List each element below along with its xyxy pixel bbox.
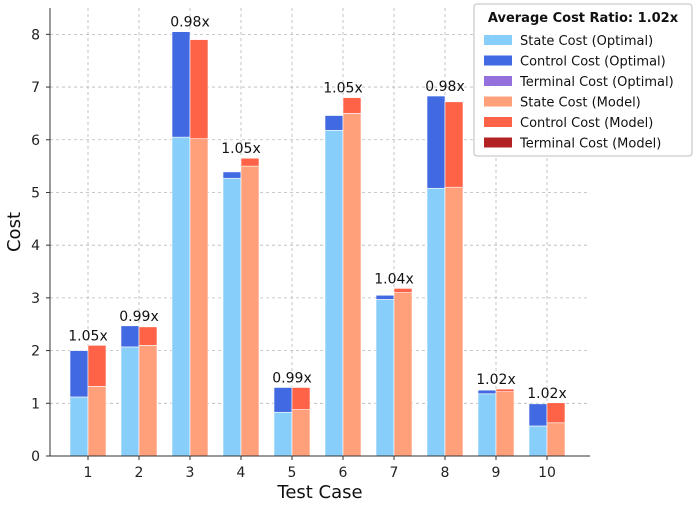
bars — [69, 31, 566, 457]
ratio-label: 1.04x — [374, 271, 413, 287]
y-tick-label: 4 — [31, 238, 40, 254]
bar-segment-optimal-control — [69, 350, 89, 398]
x-tick-label: 5 — [288, 465, 297, 481]
y-tick-label: 0 — [31, 449, 40, 465]
bar-segment-optimal-state — [120, 346, 140, 457]
bar-segment-optimal-control — [222, 171, 242, 179]
x-tick-label: 2 — [135, 465, 144, 481]
ratio-label: 1.05x — [68, 328, 107, 344]
ratio-label: 1.05x — [221, 141, 260, 157]
x-tick-label: 7 — [390, 465, 399, 481]
bar-segment-optimal-control — [375, 294, 395, 300]
bar-segment-optimal-control — [528, 403, 548, 427]
bar-segment-model-control — [87, 345, 107, 387]
x-ticks: 1 2 3 4 5 6 7 8 9 10 — [84, 456, 556, 481]
bar-segment-model-control — [189, 39, 209, 140]
legend-title: Average Cost Ratio: 1.02x — [488, 11, 679, 26]
bar-segment-optimal-control — [477, 389, 497, 395]
y-tick-label: 8 — [31, 27, 40, 43]
bar-segment-model-state — [546, 422, 566, 457]
legend-swatch — [484, 76, 512, 86]
bar-segment-model-state — [342, 113, 362, 457]
ratio-label: 0.99x — [119, 309, 158, 325]
bar-segment-optimal-state — [375, 299, 395, 457]
bar-segment-model-control — [138, 326, 158, 346]
bar-segment-model-state — [240, 165, 260, 457]
x-tick-label: 8 — [441, 465, 450, 481]
ratio-labels: 1.05x 0.99x 0.98x 1.05x 0.99x 1.05x 1.04x 0.98x… — [68, 15, 566, 402]
bar-segment-model-state — [393, 292, 413, 457]
x-tick-label: 9 — [492, 465, 501, 481]
bar-segment-optimal-control — [324, 115, 344, 131]
legend-swatch — [484, 35, 512, 45]
legend-swatch — [484, 137, 512, 148]
y-tick-label: 1 — [31, 396, 40, 412]
bar-segment-optimal-state — [69, 396, 89, 457]
y-tick-label: 3 — [31, 291, 40, 307]
bar-segment-optimal-state — [273, 411, 293, 457]
bar-segment-model-control — [546, 402, 566, 424]
ratio-label: 0.99x — [272, 370, 311, 386]
bar-segment-optimal-state — [477, 393, 497, 457]
bar-segment-optimal-state — [222, 177, 242, 457]
ratio-label: 1.02x — [527, 386, 566, 402]
x-tick-label: 4 — [237, 465, 246, 481]
legend-entry-label: Control Cost (Optimal) — [520, 55, 666, 70]
ratio-label: 1.05x — [323, 81, 362, 97]
x-axis-title: Test Case — [276, 482, 362, 503]
bar-segment-model-control — [444, 101, 464, 188]
legend-entry-label: State Cost (Model) — [520, 96, 641, 111]
legend-swatch — [484, 55, 512, 66]
y-tick-label: 7 — [31, 80, 40, 96]
bar-segment-optimal-control — [426, 95, 446, 189]
bar-segment-model-state — [495, 391, 515, 457]
bar-segment-model-state — [444, 186, 464, 457]
ratio-label: 0.98x — [170, 15, 209, 31]
legend-entry-label: State Cost (Optimal) — [520, 34, 653, 49]
bar-segment-model-state — [189, 138, 209, 457]
bar-segment-optimal-control — [273, 387, 293, 413]
bar-segment-model-control — [291, 387, 311, 410]
x-tick-label: 6 — [339, 465, 348, 481]
bar-segment-optimal-state — [171, 136, 191, 457]
bar-segment-optimal-control — [171, 31, 191, 138]
bar-segment-model-control — [240, 157, 260, 167]
legend: Average Cost Ratio: 1.02x State Cost (Opt… — [473, 3, 693, 157]
bar-segment-optimal-state — [324, 129, 344, 457]
legend-entry-label: Control Cost (Model) — [520, 116, 653, 131]
x-tick-label: 1 — [84, 465, 93, 481]
bar-segment-model-state — [87, 386, 107, 457]
bar-segment-model-state — [291, 409, 311, 457]
legend-entry-label: Terminal Cost (Optimal) — [519, 75, 674, 90]
legend-box — [473, 3, 693, 157]
legend-swatch — [484, 96, 512, 107]
bar-segment-model-control — [393, 288, 413, 293]
ratio-label: 0.98x — [425, 79, 464, 95]
y-axis-title: Cost — [4, 212, 25, 252]
y-tick-label: 2 — [31, 344, 40, 360]
axes — [49, 8, 590, 457]
bar-segment-model-state — [138, 345, 158, 457]
y-tick-label: 5 — [31, 185, 40, 201]
y-ticks: 0 1 2 3 4 5 6 7 8 — [31, 27, 50, 465]
legend-entry-label: Terminal Cost (Model) — [519, 137, 661, 152]
ratio-label: 1.02x — [476, 372, 515, 388]
bar-segment-model-control — [495, 388, 515, 392]
y-tick-label: 6 — [31, 133, 40, 149]
bar-segment-optimal-state — [426, 187, 446, 457]
bar-segment-model-control — [342, 97, 362, 114]
bar-segment-optimal-control — [120, 325, 140, 348]
x-tick-label: 10 — [538, 465, 556, 481]
bar-segment-optimal-state — [528, 425, 548, 457]
x-tick-label: 3 — [186, 465, 195, 481]
legend-swatch — [484, 117, 512, 127]
